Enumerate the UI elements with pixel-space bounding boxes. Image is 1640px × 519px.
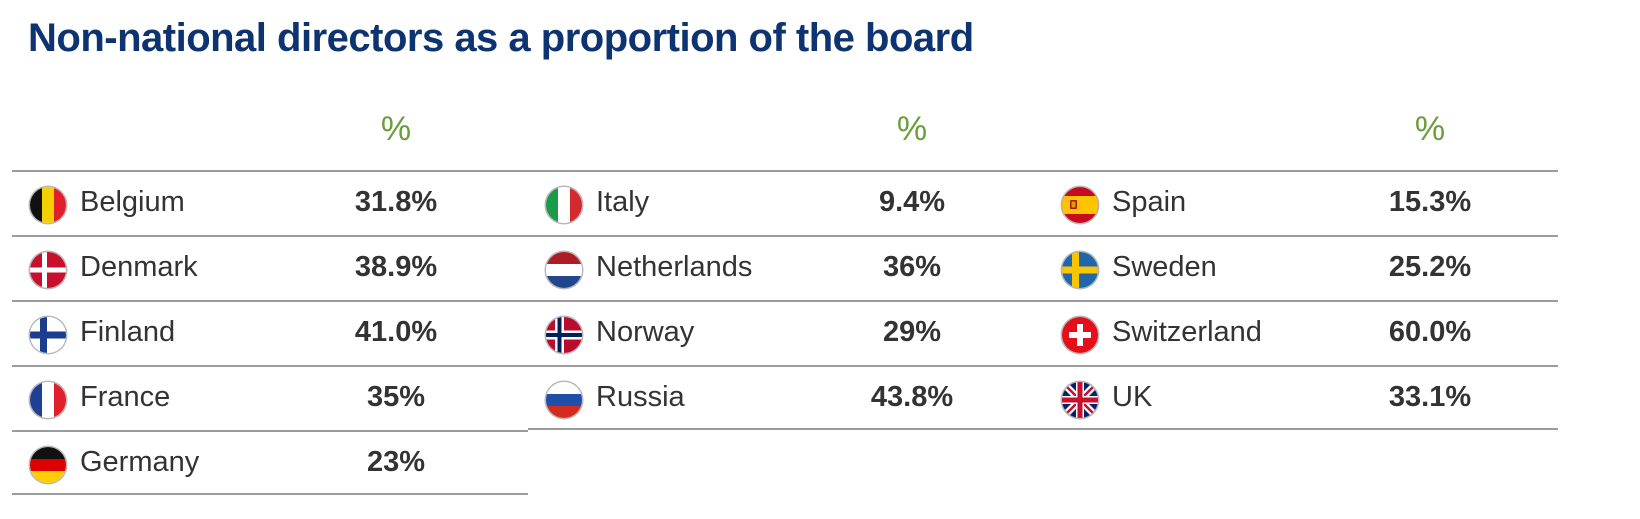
table-row: Switzerland 60.0% [1044, 300, 1558, 365]
percentage-value: 41.0% [354, 316, 438, 348]
table-row: Germany 23% [12, 430, 528, 495]
country-name: Norway [596, 316, 695, 348]
sweden-flag-icon [1062, 252, 1098, 288]
percentage-value: 31.8% [354, 186, 438, 218]
country-name: Switzerland [1112, 316, 1262, 348]
netherlands-flag-icon [546, 252, 582, 288]
table-row: France 35% [12, 365, 528, 430]
switzerland-flag-icon [1062, 317, 1098, 353]
table-column: % Belgium 31.8% Denmark 38.9% Finland 41.0% Fra… [12, 98, 528, 495]
country-name: Sweden [1112, 251, 1217, 283]
percentage-value: 15.3% [1388, 186, 1472, 218]
column-header: % [1044, 98, 1558, 170]
table-row: Sweden 25.2% [1044, 235, 1558, 300]
finland-flag-icon [30, 317, 66, 353]
percent-header: % [1414, 110, 1446, 148]
france-flag-icon [30, 382, 66, 418]
chart-title: Non-national directors as a proportion o… [28, 16, 974, 60]
percentage-value: 23% [366, 446, 426, 478]
italy-flag-icon [546, 187, 582, 223]
country-name: Germany [80, 446, 200, 478]
percent-header: % [896, 110, 928, 148]
country-name: Netherlands [596, 251, 753, 283]
table-row: Finland 41.0% [12, 300, 528, 365]
percentage-value: 35% [366, 381, 426, 413]
table-row: Netherlands 36% [528, 235, 1044, 300]
country-name: Finland [80, 316, 176, 348]
denmark-flag-icon [30, 252, 66, 288]
country-name: Belgium [80, 186, 185, 218]
table-row: Belgium 31.8% [12, 170, 528, 235]
russia-flag-icon [546, 382, 582, 418]
country-name: Spain [1112, 186, 1187, 218]
table-row: Denmark 38.9% [12, 235, 528, 300]
table-row: Norway 29% [528, 300, 1044, 365]
percentage-value: 33.1% [1388, 381, 1472, 413]
country-name: Denmark [80, 251, 198, 283]
spain-flag-icon [1062, 187, 1098, 223]
table-row: UK 33.1% [1044, 365, 1558, 430]
country-name: France [80, 381, 171, 413]
percentage-value: 25.2% [1388, 251, 1472, 283]
uk-flag-icon [1062, 382, 1098, 418]
percentage-value: 29% [882, 316, 942, 348]
table-column: % Spain 15.3% Sweden 25.2% Switzerland 60.0% UK… [1044, 98, 1558, 430]
country-name: Russia [596, 381, 685, 413]
percentage-value: 38.9% [354, 251, 438, 283]
percent-header: % [380, 110, 412, 148]
norway-flag-icon [546, 317, 582, 353]
table-row: Italy 9.4% [528, 170, 1044, 235]
table-row: Russia 43.8% [528, 365, 1044, 430]
table-row: Spain 15.3% [1044, 170, 1558, 235]
germany-flag-icon [30, 447, 66, 483]
table-column: % Italy 9.4% Netherlands 36% Norway 29% Russia 4… [528, 98, 1044, 430]
column-header: % [528, 98, 1044, 170]
belgium-flag-icon [30, 187, 66, 223]
percentage-value: 36% [882, 251, 942, 283]
percentage-value: 60.0% [1388, 316, 1472, 348]
country-name: Italy [596, 186, 650, 218]
country-name: UK [1112, 381, 1153, 413]
percentage-value: 43.8% [870, 381, 954, 413]
column-header: % [12, 98, 528, 170]
percentage-value: 9.4% [878, 186, 946, 218]
